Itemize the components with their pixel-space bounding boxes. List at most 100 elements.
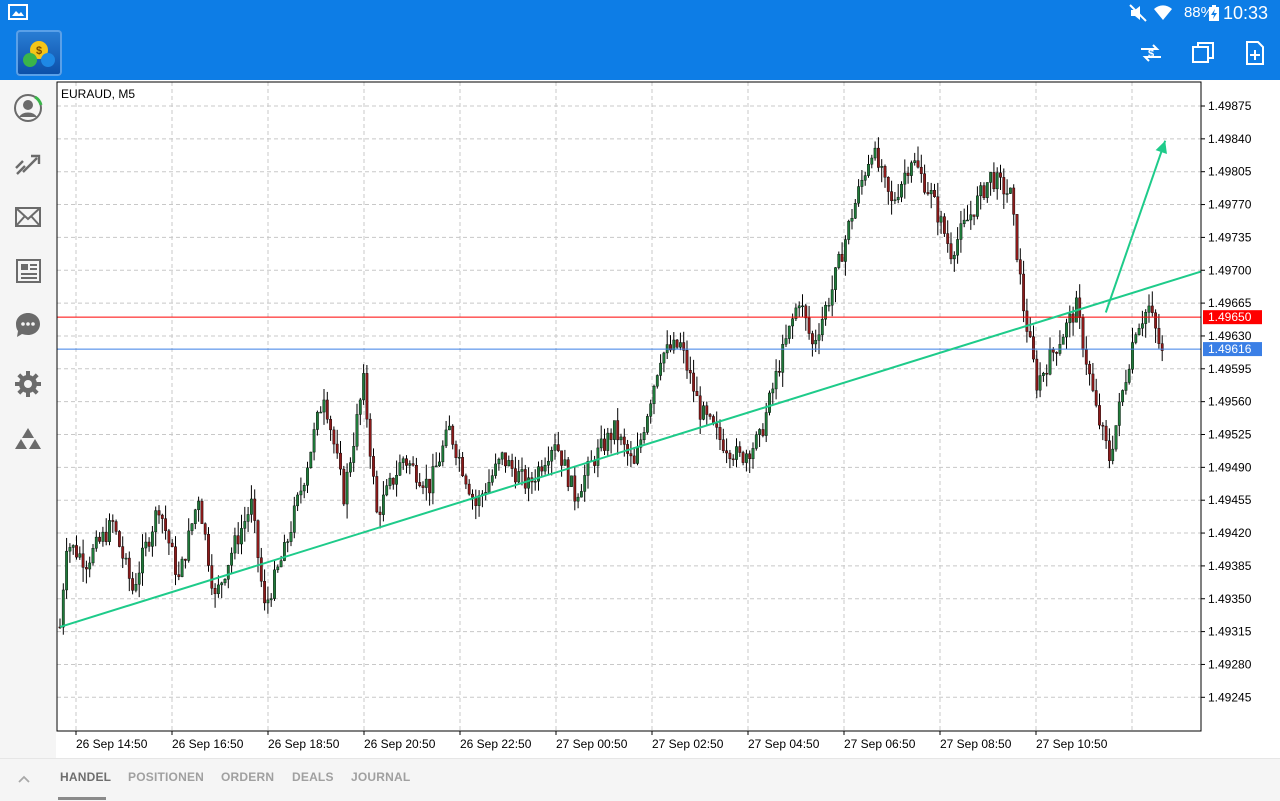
candle-body xyxy=(688,370,692,374)
candle-body xyxy=(490,475,494,483)
candle-body xyxy=(669,344,672,351)
candle-body xyxy=(1124,382,1128,391)
candle-body xyxy=(249,498,253,515)
trade-icon[interactable] xyxy=(13,148,43,178)
candle-body xyxy=(1111,448,1115,461)
new-order-icon[interactable] xyxy=(1242,40,1268,66)
tab-ordern[interactable]: ORDERN xyxy=(221,770,275,784)
candle-body xyxy=(144,541,148,549)
chevron-up-icon[interactable] xyxy=(16,771,32,787)
chart-title: EURAUD, M5 xyxy=(61,87,135,101)
candle-body xyxy=(1091,373,1095,391)
candle-body xyxy=(137,572,141,585)
candle-body xyxy=(253,498,257,521)
candle-body xyxy=(952,254,956,260)
mute-icon xyxy=(1129,4,1147,22)
candle-body xyxy=(556,444,560,451)
candle-body xyxy=(279,560,283,568)
candle-body xyxy=(857,186,861,204)
candle-body xyxy=(226,565,230,580)
candle-body xyxy=(797,305,801,309)
candle-body xyxy=(1051,349,1055,353)
candle-body xyxy=(939,216,943,223)
candle-body xyxy=(768,392,771,413)
candle-body xyxy=(794,307,798,319)
candle-body xyxy=(754,434,758,449)
candle-body xyxy=(692,372,696,392)
candle-body xyxy=(457,457,461,459)
candle-body xyxy=(345,471,349,505)
trend-line xyxy=(59,270,1202,628)
candle-body xyxy=(339,452,342,470)
candle-body xyxy=(919,166,923,174)
candle-body xyxy=(424,478,428,488)
candle-body xyxy=(1160,343,1164,351)
candle-body xyxy=(451,425,455,445)
candle-body xyxy=(421,485,425,488)
candle-body xyxy=(962,219,966,224)
windows-icon[interactable] xyxy=(1190,40,1216,66)
candle-body xyxy=(923,173,927,193)
candle-body xyxy=(890,191,894,202)
candle-body xyxy=(778,370,781,373)
mail-icon[interactable] xyxy=(13,202,43,232)
candle-body xyxy=(405,458,408,466)
candle-body xyxy=(741,452,745,463)
candle-body xyxy=(65,550,68,591)
candle-body xyxy=(570,475,573,487)
price-chart[interactable]: 1.49875 1.49840 1.49805 1.49770 1.49735 1.497… xyxy=(56,80,1280,758)
battery-level: 88% xyxy=(1183,4,1214,21)
candle-body xyxy=(1154,312,1158,329)
candle-body xyxy=(514,468,517,483)
candle-body xyxy=(580,491,583,498)
candle-body xyxy=(896,196,900,201)
tab-deals[interactable]: DEALS xyxy=(292,770,334,784)
tab-handel[interactable]: HANDEL xyxy=(60,770,112,784)
news-icon[interactable] xyxy=(13,256,43,286)
candle-body xyxy=(411,463,415,466)
account-icon[interactable] xyxy=(13,93,43,123)
candle-body xyxy=(378,511,382,515)
candle-body xyxy=(619,436,623,441)
y-tick-label: 1.49805 xyxy=(1208,165,1252,179)
candle-body xyxy=(576,496,580,502)
settings-icon[interactable] xyxy=(13,369,43,399)
candle-body xyxy=(108,520,111,542)
candle-body xyxy=(352,446,356,463)
candle-body xyxy=(319,411,323,414)
candle-body xyxy=(1012,187,1016,215)
candle-body xyxy=(71,545,75,548)
candle-body xyxy=(497,458,501,465)
candle-body xyxy=(329,418,332,431)
candle-body xyxy=(817,334,821,341)
candle-body xyxy=(533,481,537,483)
tab-journal[interactable]: JOURNAL xyxy=(351,770,411,784)
candle-body xyxy=(216,584,220,595)
candle-body xyxy=(75,545,78,558)
tab-positionen[interactable]: POSITIONEN xyxy=(128,770,205,784)
candle-body xyxy=(464,475,468,485)
candle-body xyxy=(900,183,903,198)
candle-body xyxy=(236,535,240,545)
candle-body xyxy=(771,388,775,394)
candle-body xyxy=(956,239,960,256)
chat-icon[interactable] xyxy=(13,310,43,340)
y-tick-label: 1.49840 xyxy=(1208,132,1252,146)
candle-body xyxy=(174,546,177,575)
candle-body xyxy=(372,456,375,477)
candle-body xyxy=(183,558,187,561)
candle-body xyxy=(448,425,451,431)
candle-body xyxy=(982,185,986,198)
candle-body xyxy=(972,214,976,217)
candle-body xyxy=(467,483,471,495)
metatrader-logo[interactable]: $ xyxy=(16,30,62,76)
candle-body xyxy=(1084,349,1088,365)
community-icon[interactable] xyxy=(13,424,43,454)
candle-body xyxy=(1147,305,1151,313)
candle-body xyxy=(814,340,818,345)
candle-body xyxy=(883,166,887,178)
candle-body xyxy=(94,536,98,549)
candle-body xyxy=(827,304,831,307)
candle-body xyxy=(1144,311,1148,324)
currency-exchange-icon[interactable]: $ xyxy=(1138,40,1164,66)
